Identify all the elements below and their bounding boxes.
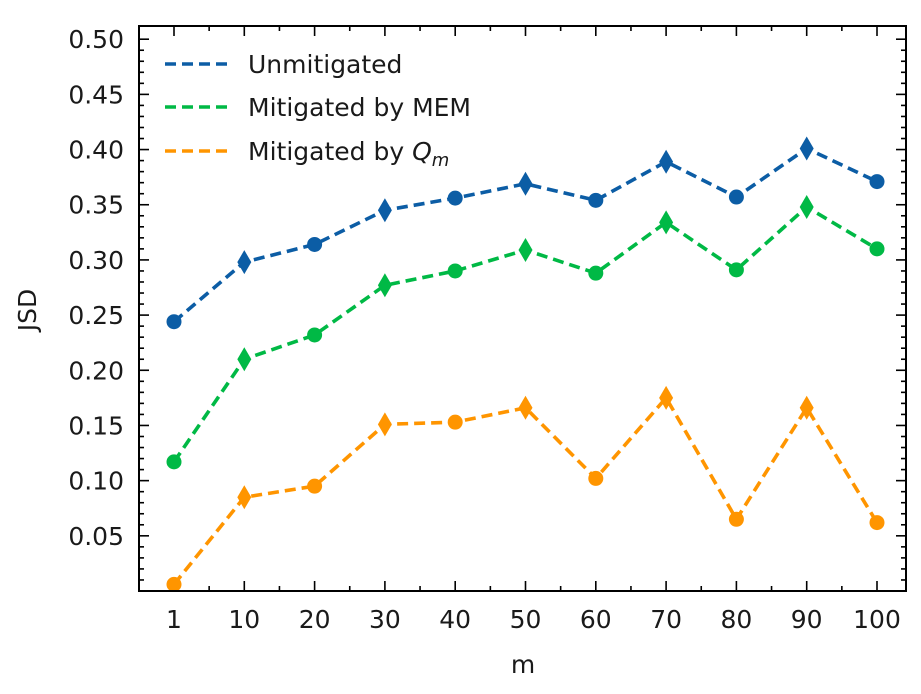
legend: Unmitigated Mitigated by MEM Mitigated by … bbox=[165, 50, 471, 171]
x-tick-label: 60 bbox=[580, 605, 612, 634]
data-point-circle bbox=[447, 263, 463, 279]
data-point-circle bbox=[166, 314, 182, 330]
data-point-circle bbox=[728, 511, 744, 527]
x-tick-label: 90 bbox=[791, 605, 823, 634]
legend-label: Mitigated by MEM bbox=[248, 93, 471, 122]
data-point-circle bbox=[447, 414, 463, 430]
data-point-circle bbox=[166, 576, 182, 592]
tick-labels: 1 10 20 30 40 50 60 70 80 90 100 0.05 0.10 0.15 0.20 0.… bbox=[68, 25, 901, 634]
data-point-diamond bbox=[377, 273, 392, 298]
data-point-circle bbox=[447, 190, 463, 206]
series-0 bbox=[166, 136, 885, 330]
x-tick-label: 20 bbox=[299, 605, 331, 634]
data-point-diamond bbox=[659, 149, 674, 174]
y-tick-label: 0.10 bbox=[68, 467, 124, 496]
y-tick-label: 0.50 bbox=[68, 25, 124, 54]
data-point-circle bbox=[869, 174, 885, 190]
legend-item: Mitigated by Qm bbox=[165, 137, 449, 171]
data-point-circle bbox=[166, 454, 182, 470]
legend-item: Unmitigated bbox=[165, 50, 402, 79]
data-point-diamond bbox=[377, 198, 392, 223]
data-point-diamond bbox=[237, 485, 252, 510]
series-2 bbox=[166, 385, 885, 592]
data-point-circle bbox=[588, 265, 604, 281]
legend-label: Unmitigated bbox=[248, 50, 402, 79]
data-point-diamond bbox=[518, 171, 533, 196]
y-tick-label: 0.40 bbox=[68, 136, 124, 165]
data-point-circle bbox=[869, 515, 885, 531]
data-point-diamond bbox=[377, 412, 392, 437]
series-line bbox=[172, 394, 879, 586]
plot-frame bbox=[138, 25, 907, 592]
y-tick-label: 0.35 bbox=[68, 191, 124, 220]
data-point-circle bbox=[588, 470, 604, 486]
y-tick-label: 0.20 bbox=[68, 356, 124, 385]
y-tick-label: 0.15 bbox=[68, 411, 124, 440]
y-tick-label: 0.05 bbox=[68, 522, 124, 551]
data-point-diamond bbox=[799, 136, 814, 161]
data-point-circle bbox=[588, 192, 604, 208]
data-point-circle bbox=[307, 478, 323, 494]
legend-label: Mitigated by Qm bbox=[248, 137, 449, 171]
series-line bbox=[172, 146, 878, 324]
data-point-circle bbox=[728, 262, 744, 278]
x-tick-label: 100 bbox=[853, 605, 901, 634]
x-tick-label: 50 bbox=[510, 605, 542, 634]
data-point-diamond bbox=[518, 395, 533, 420]
data-point-diamond bbox=[237, 347, 252, 372]
x-tick-label: 70 bbox=[650, 605, 682, 634]
series-layer bbox=[166, 136, 885, 592]
data-point-circle bbox=[869, 241, 885, 257]
data-point-diamond bbox=[799, 194, 814, 219]
x-tick-label: 10 bbox=[228, 605, 260, 634]
y-axis-label: JSD bbox=[13, 289, 42, 334]
data-point-circle bbox=[307, 327, 323, 343]
x-tick-label: 1 bbox=[166, 605, 182, 634]
y-tick-label: 0.25 bbox=[68, 301, 124, 330]
data-point-diamond bbox=[518, 237, 533, 262]
data-point-diamond bbox=[799, 395, 814, 420]
data-point-diamond bbox=[237, 250, 252, 275]
series-1 bbox=[166, 194, 885, 470]
data-point-diamond bbox=[659, 385, 674, 410]
y-tick-label: 0.45 bbox=[68, 80, 124, 109]
x-tick-label: 80 bbox=[720, 605, 752, 634]
x-tick-label: 40 bbox=[439, 605, 471, 634]
data-point-diamond bbox=[659, 210, 674, 235]
data-point-circle bbox=[307, 236, 323, 252]
x-axis-label: m bbox=[511, 650, 535, 679]
data-point-circle bbox=[728, 189, 744, 205]
x-tick-label: 30 bbox=[369, 605, 401, 634]
y-tick-label: 0.30 bbox=[68, 246, 124, 275]
legend-item: Mitigated by MEM bbox=[165, 93, 471, 122]
